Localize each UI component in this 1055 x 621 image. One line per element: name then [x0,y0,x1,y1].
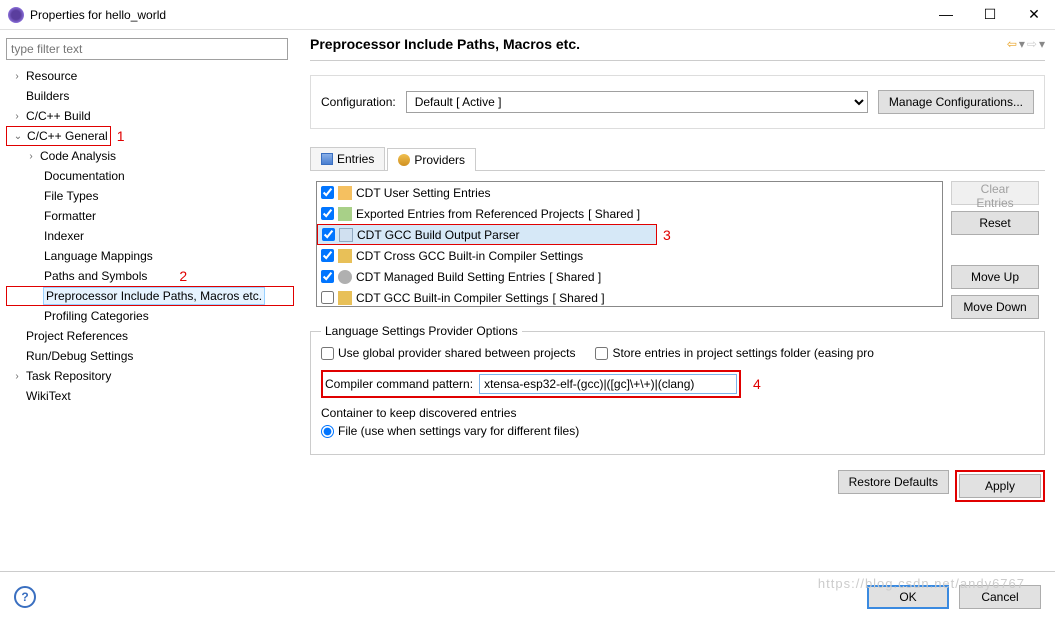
back-menu-icon[interactable]: ▾ [1019,37,1025,51]
tree-proj-refs[interactable]: Project References [6,326,294,346]
tab-providers[interactable]: Providers [387,148,476,171]
tree-lang-mappings[interactable]: Language Mappings [6,246,294,266]
provider-check[interactable] [321,249,334,262]
close-icon[interactable]: ✕ [1021,6,1047,23]
page-header: Preprocessor Include Paths, Macros etc. … [310,36,1045,61]
forward-menu-icon[interactable]: ▾ [1039,37,1045,51]
tree-resource[interactable]: ›Resource [6,66,294,86]
provider-buttons: Clear Entries Reset Move Up Move Down [951,181,1039,319]
tree-taskrepo[interactable]: ›Task Repository [6,366,294,386]
chevron-right-icon: › [10,71,24,82]
footer: ? OK Cancel [0,571,1055,621]
right-panel: Preprocessor Include Paths, Macros etc. … [300,30,1055,560]
provider-check[interactable] [321,207,334,220]
main-area: ›Resource Builders ›C/C++ Build ⌄C/C++ G… [0,30,1055,560]
help-icon[interactable]: ? [14,586,36,608]
pattern-label: Compiler command pattern: [325,377,473,391]
options-fieldset: Language Settings Provider Options Use g… [310,331,1045,455]
tree: ›Resource Builders ›C/C++ Build ⌄C/C++ G… [6,66,294,406]
options-checks: Use global provider shared between proje… [321,346,1034,360]
restore-defaults-button[interactable]: Restore Defaults [838,470,949,494]
chevron-right-icon: › [24,151,38,162]
tree-cbuild[interactable]: ›C/C++ Build [6,106,294,126]
gear-icon [338,270,352,284]
bottom-right-buttons: Restore Defaults Apply [838,470,1045,502]
move-up-button[interactable]: Move Up [951,265,1039,289]
tree-indexer[interactable]: Indexer [6,226,294,246]
back-icon[interactable]: ⇦ [1007,37,1017,51]
provider-row-selected[interactable]: CDT GCC Build Output Parser [317,224,657,245]
wrench-icon [338,291,352,305]
config-row: Configuration: Default [ Active ] Manage… [310,75,1045,129]
provider-row[interactable]: Exported Entries from Referenced Project… [317,203,942,224]
tree-documentation[interactable]: Documentation [6,166,294,186]
providers-area: CDT User Setting Entries Exported Entrie… [310,171,1045,329]
chevron-right-icon: › [10,371,24,382]
tree-code-analysis[interactable]: ›Code Analysis [6,146,294,166]
user-icon [338,186,352,200]
maximize-icon[interactable]: ☐ [977,6,1003,23]
provider-row[interactable]: CDT Cross GCC Built-in Compiler Settings [317,245,942,266]
provider-check[interactable] [321,291,334,304]
tree-builders[interactable]: Builders [6,86,294,106]
annotation-1: 1 [117,128,125,144]
minimize-icon[interactable]: — [933,6,959,23]
file-radio[interactable] [321,425,334,438]
eclipse-icon [8,7,24,23]
left-panel: ›Resource Builders ›C/C++ Build ⌄C/C++ G… [0,30,300,560]
nav-arrows: ⇦ ▾ ⇨ ▾ [1007,37,1045,51]
container-label: Container to keep discovered entries [321,406,1034,420]
tabs: Entries Providers [310,147,1045,171]
provider-row[interactable]: CDT GCC Built-in Compiler Settings [ Sha… [317,287,942,307]
doc-icon [339,228,353,242]
tab-entries[interactable]: Entries [310,147,385,170]
use-global-check[interactable]: Use global provider shared between proje… [321,346,575,360]
entries-icon [321,153,333,165]
pattern-input[interactable] [479,374,737,394]
filter-input[interactable] [6,38,288,60]
apply-button[interactable]: Apply [959,474,1041,498]
provider-list[interactable]: CDT User Setting Entries Exported Entrie… [316,181,943,307]
ok-button[interactable]: OK [867,585,949,609]
apply-highlight: Apply [955,470,1045,502]
tree-preproc[interactable]: Preprocessor Include Paths, Macros etc. [6,286,294,306]
annotation-3: 3 [663,227,671,243]
tree-wikitext[interactable]: WikiText [6,386,294,406]
provider-row[interactable]: CDT Managed Build Setting Entries [ Shar… [317,266,942,287]
tree-file-types[interactable]: File Types [6,186,294,206]
reset-button[interactable]: Reset [951,211,1039,235]
store-check[interactable]: Store entries in project settings folder… [595,346,873,360]
file-radio-row[interactable]: File (use when settings vary for differe… [321,424,1034,438]
titlebar: Properties for hello_world — ☐ ✕ [0,0,1055,30]
options-legend: Language Settings Provider Options [321,324,522,338]
chevron-down-icon: ⌄ [11,131,25,142]
tree-cgeneral[interactable]: ⌄C/C++ General [6,126,111,146]
cancel-button[interactable]: Cancel [959,585,1041,609]
page-title: Preprocessor Include Paths, Macros etc. [310,36,1007,52]
tree-rundebug[interactable]: Run/Debug Settings [6,346,294,366]
export-icon [338,207,352,221]
window-title: Properties for hello_world [30,8,933,22]
footer-buttons: OK Cancel [867,585,1041,609]
wrench-icon [338,249,352,263]
tree-paths-symbols[interactable]: Paths and Symbols [6,266,149,286]
config-select[interactable]: Default [ Active ] [406,91,868,113]
manage-config-button[interactable]: Manage Configurations... [878,90,1034,114]
annotation-2: 2 [179,268,187,284]
provider-check[interactable] [321,186,334,199]
annotation-4: 4 [753,376,761,392]
move-down-button[interactable]: Move Down [951,295,1039,319]
config-label: Configuration: [321,95,396,109]
chevron-right-icon: › [10,111,24,122]
tree-formatter[interactable]: Formatter [6,206,294,226]
pattern-frame: Compiler command pattern: [321,370,741,398]
provider-row[interactable]: CDT User Setting Entries [317,182,942,203]
provider-check[interactable] [322,228,335,241]
forward-icon[interactable]: ⇨ [1027,37,1037,51]
window-buttons: — ☐ ✕ [933,6,1047,23]
key-icon [398,154,410,166]
tree-profiling[interactable]: Profiling Categories [6,306,294,326]
provider-check[interactable] [321,270,334,283]
clear-entries-button: Clear Entries [951,181,1039,205]
